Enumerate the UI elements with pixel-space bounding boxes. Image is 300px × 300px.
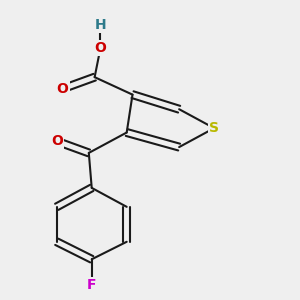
Text: S: S <box>209 121 219 135</box>
Text: O: O <box>94 41 106 55</box>
Text: O: O <box>51 134 63 148</box>
Text: O: O <box>57 82 68 96</box>
Text: F: F <box>87 278 97 292</box>
Text: H: H <box>95 18 106 32</box>
